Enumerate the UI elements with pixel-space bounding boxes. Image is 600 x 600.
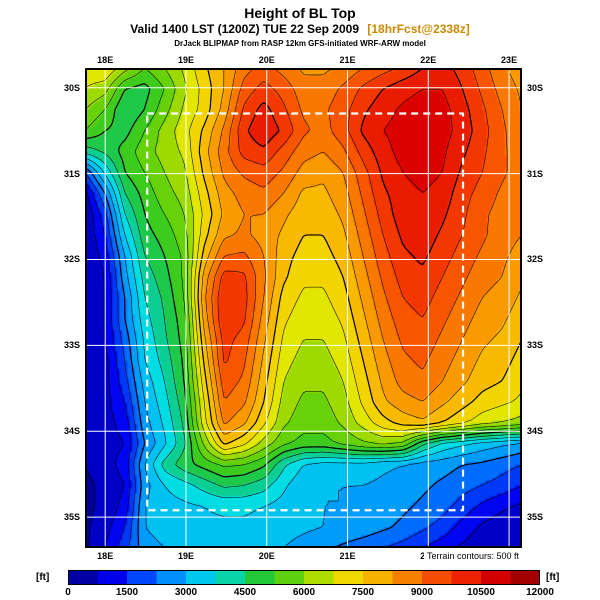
lat-tick-label: 33S xyxy=(63,340,80,351)
lon-tick-label: 20E xyxy=(258,55,275,65)
colorbar-tick-label: 9000 xyxy=(410,587,434,598)
lon-tick-label: 23E xyxy=(501,55,518,65)
lat-tick-label: 34S xyxy=(527,426,544,437)
colorbar xyxy=(68,570,540,585)
lon-tick-label: 19E xyxy=(177,551,194,561)
colorbar-tick-label: 7500 xyxy=(351,587,375,598)
lat-tick-label: 34S xyxy=(63,426,80,437)
lon-tick-label: 21E xyxy=(339,55,356,65)
lon-tick-label: 21E xyxy=(339,551,356,561)
lon-tick-label: 18E xyxy=(97,551,114,561)
lat-ticks-right: 30S 31S 32S 33S 34S 35S xyxy=(524,68,554,548)
colorbar-tick-label: 3000 xyxy=(174,587,198,598)
colorbar-unit-right: [ft] xyxy=(546,572,560,583)
colorbar-tick-label: 12000 xyxy=(526,587,554,598)
lat-tick-label: 31S xyxy=(527,168,544,179)
lat-tick-label: 35S xyxy=(527,512,544,523)
lon-ticks-top: 18E 19E 20E 21E 22E 23E xyxy=(85,55,522,66)
lon-tick-label: 20E xyxy=(258,551,275,561)
valid-time-text: Valid 1400 LST (1200Z) TUE 22 Sep 2009 xyxy=(130,22,359,36)
lat-tick-label: 35S xyxy=(63,512,80,523)
map-plot: 18E 19E 20E 21E 22E 23E 18E 19E 20E 21E 22E 23E 30… xyxy=(64,55,543,561)
lat-ticks-left: 30S 31S 32S 33S 34S 35S xyxy=(55,68,83,548)
colorbar-unit-left: [ft] xyxy=(36,572,50,583)
page-title: Height of BL Top xyxy=(244,5,356,21)
colorbar-tick-label: 6000 xyxy=(292,587,316,598)
lon-tick-label: 19E xyxy=(177,55,194,65)
lat-tick-label: 32S xyxy=(527,254,544,265)
colorbar-tick-label: 0 xyxy=(65,587,71,598)
bl-height-map-canvas xyxy=(85,68,522,548)
lat-tick-label: 33S xyxy=(527,340,544,351)
chart-header: Height of BL Top Valid 1400 LST (1200Z) … xyxy=(0,5,600,48)
lon-tick-label: 22E xyxy=(420,55,437,65)
lat-tick-label: 30S xyxy=(63,82,80,93)
colorbar-tick-label: 10500 xyxy=(467,587,495,598)
valid-time-line: Valid 1400 LST (1200Z) TUE 22 Sep 2009 [… xyxy=(0,22,600,36)
lat-tick-label: 31S xyxy=(63,168,80,179)
lat-tick-label: 30S xyxy=(527,82,544,93)
terrain-contours-note: Terrain contours: 500 ft xyxy=(423,551,522,561)
forecast-tag: [18hrFcst@2338z] xyxy=(367,22,470,36)
colorbar-tick-label: 4500 xyxy=(233,587,257,598)
lon-tick-label: 18E xyxy=(97,55,114,65)
colorbar-tick-label: 1500 xyxy=(115,587,139,598)
colorbar-tick-labels: 0 1500 3000 4500 6000 7500 9000 10500 12000 xyxy=(65,587,554,599)
model-info-line: DrJack BLIPMAP from RASP 12km GFS-initia… xyxy=(174,39,426,48)
lat-tick-label: 32S xyxy=(63,254,80,265)
